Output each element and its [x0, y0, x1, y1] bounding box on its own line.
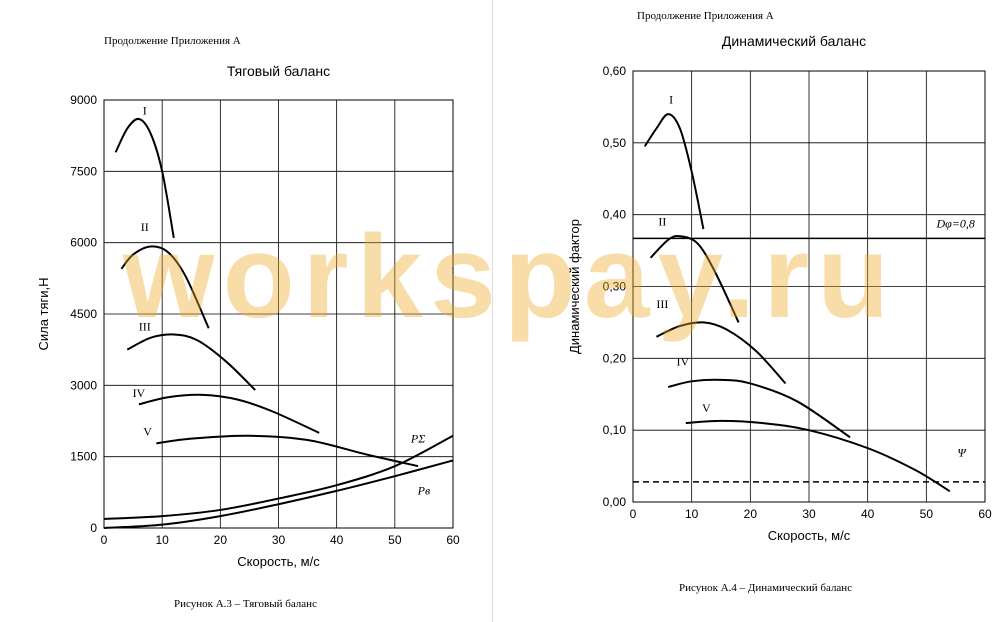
series-label: III: [139, 320, 151, 334]
page-divider: [492, 0, 493, 622]
x-tick-label: 60: [978, 507, 992, 521]
series-label: V: [702, 401, 711, 415]
series-curve: [126, 333, 256, 391]
x-axis-label: Скорость, м/с: [237, 554, 320, 569]
x-tick-label: 40: [330, 533, 344, 547]
right-figure-caption: Рисунок А.4 – Динамический баланс: [679, 582, 853, 594]
series-curve: [156, 434, 419, 468]
series-curve: [656, 321, 787, 385]
series-label: PΣ: [410, 431, 425, 445]
y-tick-label: 0,50: [603, 136, 627, 150]
x-tick-label: 10: [155, 533, 169, 547]
x-tick-label: 40: [861, 507, 875, 521]
y-tick-label: 0,40: [603, 208, 627, 222]
reference-line-label: Ψ: [957, 446, 967, 460]
y-tick-label: 9000: [70, 93, 97, 107]
x-tick-label: 30: [802, 507, 816, 521]
y-tick-label: 0,10: [603, 423, 627, 437]
series-label: IV: [677, 355, 690, 369]
series-label: IV: [133, 386, 146, 400]
series-curve: [103, 459, 454, 529]
y-tick-label: 0: [90, 521, 97, 535]
x-tick-label: 10: [685, 507, 699, 521]
x-tick-label: 20: [214, 533, 228, 547]
reference-line-label: Dφ=0,8: [935, 217, 974, 231]
series-curve: [120, 245, 210, 329]
series-label: Pв: [417, 484, 431, 498]
chart-title: Тяговый баланс: [227, 63, 330, 79]
series-curve: [685, 419, 951, 493]
series-label: I: [669, 92, 673, 106]
y-tick-label: 1500: [70, 450, 97, 464]
chart-title: Динамический баланс: [722, 33, 866, 49]
x-tick-label: 0: [630, 507, 637, 521]
series-curve: [114, 117, 175, 239]
right-page-header: Продолжение Приложения А: [637, 10, 774, 22]
series-label: I: [143, 103, 147, 117]
series-curve: [667, 378, 851, 439]
y-axis-label: Сила тяги,Н: [36, 277, 51, 350]
y-axis-label: Динамический фактор: [567, 219, 582, 354]
x-tick-label: 50: [388, 533, 402, 547]
y-tick-label: 0,00: [603, 495, 627, 509]
series-curve: [138, 393, 320, 434]
x-axis-label: Скорость, м/с: [768, 528, 851, 543]
y-tick-label: 0,60: [603, 64, 627, 78]
x-tick-label: 20: [744, 507, 758, 521]
series-label: V: [143, 424, 152, 438]
series-label: II: [141, 220, 149, 234]
y-tick-label: 6000: [70, 236, 97, 250]
series-label: II: [658, 214, 666, 228]
y-tick-label: 0,30: [603, 280, 627, 294]
y-tick-label: 7500: [70, 164, 97, 178]
series-curve: [649, 235, 740, 323]
y-tick-label: 4500: [70, 307, 97, 321]
y-tick-label: 0,20: [603, 351, 627, 365]
series-curve: [643, 113, 705, 230]
x-tick-label: 0: [101, 533, 108, 547]
series-label: III: [656, 297, 668, 311]
y-tick-label: 3000: [70, 378, 97, 392]
x-tick-label: 30: [272, 533, 286, 547]
left-figure-caption: Рисунок А.3 – Тяговый баланс: [174, 598, 317, 610]
x-tick-label: 50: [920, 507, 934, 521]
x-tick-label: 60: [446, 533, 460, 547]
plot-frame: [103, 99, 454, 529]
plot-frame: [632, 70, 986, 503]
left-page-header: Продолжение Приложения А: [104, 35, 241, 47]
series-curve: [103, 434, 454, 520]
